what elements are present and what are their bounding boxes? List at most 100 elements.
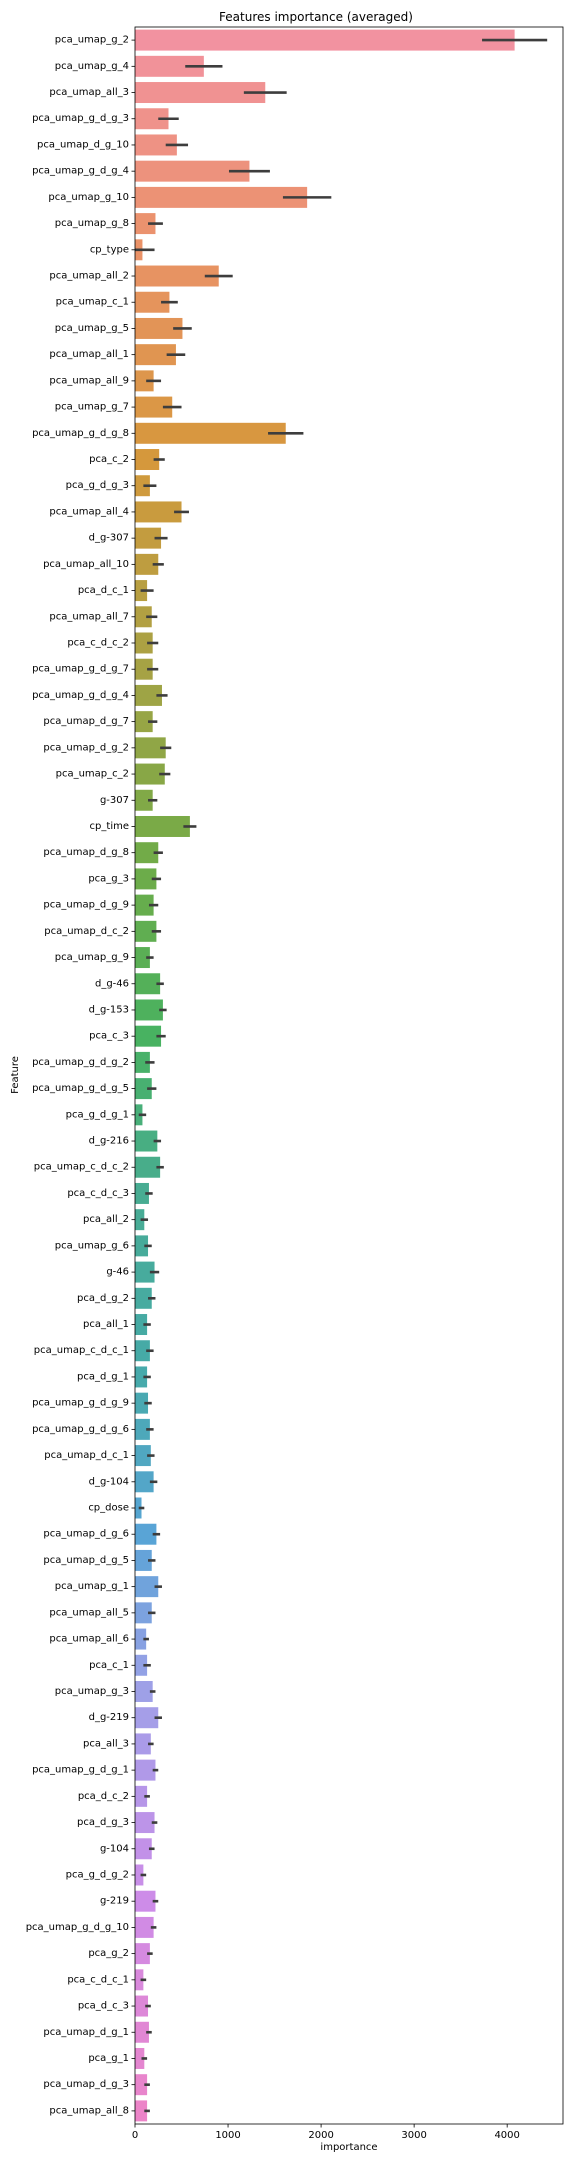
y-tick-label-pca_umap_d_g_1: pca_umap_d_g_1 xyxy=(43,2027,129,2038)
y-tick-label-g-219: g-219 xyxy=(100,1896,129,1907)
bar-pca_umap_all_10 xyxy=(135,553,159,575)
y-tick-label-pca_c_d_c_1: pca_c_d_c_1 xyxy=(67,1974,129,1985)
bar-pca_umap_g_d_g_5 xyxy=(135,1078,152,1100)
y-tick-label-pca_umap_d_g_3: pca_umap_d_g_3 xyxy=(43,2079,129,2090)
bar-pca_d_c_2 xyxy=(135,1785,148,1807)
y-tick-label-pca_umap_g_5: pca_umap_g_5 xyxy=(55,323,129,334)
y-tick-label-pca_umap_g_6: pca_umap_g_6 xyxy=(55,1240,129,1251)
y-tick-label-pca_umap_c_d_c_2: pca_umap_c_d_c_2 xyxy=(34,1162,129,1173)
y-tick-label-pca_g_2: pca_g_2 xyxy=(88,1948,129,1959)
bar-pca_umap_all_6 xyxy=(135,1628,147,1650)
bar-pca_umap_all_4 xyxy=(135,501,182,523)
bar-pca_g_d_g_2 xyxy=(135,1864,144,1886)
y-tick-label-d_g-219: d_g-219 xyxy=(89,1712,129,1723)
y-tick-label-pca_umap_d_c_2: pca_umap_d_c_2 xyxy=(44,926,129,937)
bar-pca_umap_all_9 xyxy=(135,370,154,392)
bar-pca_umap_g_d_g_6 xyxy=(135,1418,150,1440)
x-tick-label-2000: 2000 xyxy=(308,2130,333,2141)
bar-pca_d_c_3 xyxy=(135,1995,149,2017)
bar-pca_c_d_c_2 xyxy=(135,632,153,654)
x-tick-labels: 0 1000 2000 3000 4000 xyxy=(132,2124,520,2141)
bar-g-307 xyxy=(135,789,153,811)
y-tick-label-pca_umap_g_d_g_4: pca_umap_g_d_g_4 xyxy=(32,690,129,701)
bar-d_g-104 xyxy=(135,1471,154,1493)
bar-pca_all_1 xyxy=(135,1314,148,1336)
bar-pca_umap_d_g_8 xyxy=(135,842,159,864)
bar-pca_g_d_g_3 xyxy=(135,475,150,497)
bar-cp_time xyxy=(135,815,190,837)
bar-g-46 xyxy=(135,1261,155,1283)
bar-cp_dose xyxy=(135,1497,142,1519)
x-tick-label-1000: 1000 xyxy=(215,2130,240,2141)
bar-pca_all_3 xyxy=(135,1733,151,1755)
bar-pca_umap_g_7 xyxy=(135,396,173,418)
y-tick-label-d_g-153: d_g-153 xyxy=(89,1004,129,1015)
y-tick-label-pca_umap_g_d_g_9: pca_umap_g_d_g_9 xyxy=(32,1398,129,1409)
y-tick-label-pca_c_d_c_3: pca_c_d_c_3 xyxy=(67,1188,129,1199)
y-tick-label-pca_umap_g_d_g_5: pca_umap_g_d_g_5 xyxy=(32,1083,129,1094)
y-tick-label-pca_umap_c_d_c_1: pca_umap_c_d_c_1 xyxy=(34,1345,129,1356)
bar-pca_umap_g_d_g_8 xyxy=(135,422,286,444)
y-tick-label-pca_umap_g_d_g_7: pca_umap_g_d_g_7 xyxy=(32,664,129,675)
y-tick-label-pca_umap_all_2: pca_umap_all_2 xyxy=(49,271,129,282)
y-tick-label-pca_umap_g_7: pca_umap_g_7 xyxy=(55,402,129,413)
bar-pca_d_g_3 xyxy=(135,1812,155,1834)
bar-pca_umap_all_8 xyxy=(135,2100,148,2122)
bar-d_g-216 xyxy=(135,1130,158,1152)
bar-pca_umap_g_d_g_9 xyxy=(135,1392,149,1414)
y-tick-label-cp_time: cp_time xyxy=(90,821,129,832)
y-tick-label-pca_d_c_1: pca_d_c_1 xyxy=(78,585,129,596)
bar-pca_umap_d_g_1 xyxy=(135,2021,149,2043)
x-tick-label-0: 0 xyxy=(132,2130,138,2141)
y-tick-label-pca_all_2: pca_all_2 xyxy=(83,1214,129,1225)
x-axis-label: importance xyxy=(320,2142,377,2153)
y-tick-label-pca_umap_all_10: pca_umap_all_10 xyxy=(43,559,129,570)
y-tick-label-d_g-104: d_g-104 xyxy=(89,1476,129,1487)
bar-pca_umap_g_8 xyxy=(135,213,156,235)
bar-pca_umap_all_1 xyxy=(135,344,176,366)
bar-pca_umap_g_10 xyxy=(135,186,308,208)
y-tick-label-pca_d_g_3: pca_d_g_3 xyxy=(77,1817,129,1828)
bar-pca_c_1 xyxy=(135,1654,148,1676)
y-tick-label-pca_umap_g_d_g_10: pca_umap_g_d_g_10 xyxy=(26,1922,129,1933)
bar-g-104 xyxy=(135,1838,152,1860)
y-tick-label-pca_umap_g_1: pca_umap_g_1 xyxy=(55,1581,129,1592)
y-tick-label-pca_g_3: pca_g_3 xyxy=(88,873,129,884)
bar-pca_umap_all_2 xyxy=(135,265,219,287)
y-tick-label-pca_umap_g_9: pca_umap_g_9 xyxy=(55,952,129,963)
bar-pca_umap_all_3 xyxy=(135,82,266,104)
y-tick-label-pca_g_d_g_1: pca_g_d_g_1 xyxy=(66,1109,129,1120)
error-bars-layer xyxy=(135,38,548,2113)
bars-layer xyxy=(135,29,515,2122)
y-tick-label-pca_umap_d_g_6: pca_umap_d_g_6 xyxy=(43,1529,129,1540)
y-tick-label-cp_dose: cp_dose xyxy=(88,1503,129,1514)
y-tick-label-pca_g_d_g_2: pca_g_d_g_2 xyxy=(66,1869,129,1880)
bar-pca_umap_c_2 xyxy=(135,763,165,785)
y-tick-label-pca_umap_g_10: pca_umap_g_10 xyxy=(48,192,129,203)
bar-pca_g_3 xyxy=(135,868,157,890)
bar-pca_umap_c_d_c_2 xyxy=(135,1156,161,1178)
bar-g-219 xyxy=(135,1890,156,1912)
bar-d_g-307 xyxy=(135,527,162,549)
y-tick-label-pca_umap_g_d_g_2: pca_umap_g_d_g_2 xyxy=(32,1057,129,1068)
bar-pca_umap_g_5 xyxy=(135,317,183,339)
y-tick-label-pca_c_3: pca_c_3 xyxy=(89,1031,129,1042)
y-tick-label-pca_umap_g_3: pca_umap_g_3 xyxy=(55,1686,129,1697)
y-tick-label-pca_c_2: pca_c_2 xyxy=(89,454,129,465)
bar-d_g-219 xyxy=(135,1707,159,1729)
bar-pca_umap_d_g_9 xyxy=(135,894,154,916)
bar-pca_umap_c_d_c_1 xyxy=(135,1340,150,1362)
bar-pca_umap_d_g_6 xyxy=(135,1523,157,1545)
y-tick-label-d_g-216: d_g-216 xyxy=(89,1136,129,1147)
y-tick-label-pca_umap_g_d_g_4: pca_umap_g_d_g_4 xyxy=(32,166,129,177)
bar-pca_umap_d_g_10 xyxy=(135,134,177,156)
bar-d_g-46 xyxy=(135,973,161,995)
y-tick-label-pca_umap_g_d_g_6: pca_umap_g_d_g_6 xyxy=(32,1424,129,1435)
y-tick-label-pca_umap_all_8: pca_umap_all_8 xyxy=(49,2105,129,2116)
y-tick-label-pca_umap_g_d_g_3: pca_umap_g_d_g_3 xyxy=(32,113,129,124)
y-tick-label-pca_all_1: pca_all_1 xyxy=(83,1319,129,1330)
bar-pca_umap_g_d_g_7 xyxy=(135,658,153,680)
y-tick-label-pca_umap_all_6: pca_umap_all_6 xyxy=(49,1634,129,1645)
y-tick-label-g-104: g-104 xyxy=(100,1843,129,1854)
y-tick-label-pca_umap_all_4: pca_umap_all_4 xyxy=(49,506,129,517)
